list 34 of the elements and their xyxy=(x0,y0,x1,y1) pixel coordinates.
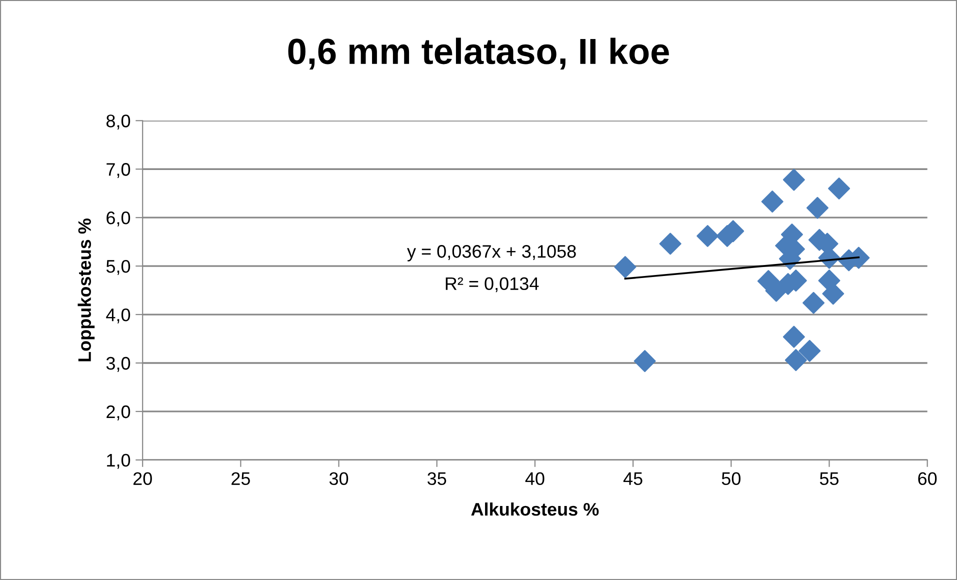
annotation: y = 0,0367x + 3,1058 xyxy=(407,245,576,262)
y-axis-title: Loppukosteus % xyxy=(78,218,95,362)
point xyxy=(659,232,682,255)
point xyxy=(696,225,719,247)
x-tick-label: 50 xyxy=(722,472,740,486)
point xyxy=(802,292,825,314)
y-tick-label: 2,0 xyxy=(106,405,130,420)
point xyxy=(782,168,805,191)
x-tick-label: 60 xyxy=(918,472,937,486)
y-tick-label: 5,0 xyxy=(106,260,130,275)
point xyxy=(784,349,807,372)
x-tick-label: 20 xyxy=(133,472,152,486)
y-tick-label: 7,0 xyxy=(106,163,130,178)
x-tick-label: 40 xyxy=(525,472,544,486)
point xyxy=(806,196,828,219)
point xyxy=(798,340,821,362)
x-tick-label: 25 xyxy=(232,472,250,486)
y-tick-label: 4,0 xyxy=(106,308,130,324)
y-tick-label: 8,0 xyxy=(106,114,130,130)
y-tick-label: 1,0 xyxy=(107,454,130,469)
x-axis-title: Alkukosteus % xyxy=(471,502,599,516)
point xyxy=(761,190,784,213)
annotation: R² = 0,0134 xyxy=(446,277,539,292)
point xyxy=(782,326,805,348)
point xyxy=(614,256,636,278)
x-tick-label: 35 xyxy=(428,472,446,486)
y-tick-label: 6,0 xyxy=(106,212,130,226)
y-tick-label: 3,0 xyxy=(106,356,130,372)
chart-title: 0,6 mm telataso, II koe xyxy=(288,38,669,70)
point xyxy=(634,350,656,372)
x-tick-label: 45 xyxy=(623,472,642,486)
x-tick-label: 30 xyxy=(329,472,348,486)
x-tick-label: 55 xyxy=(820,472,839,486)
point xyxy=(828,178,850,200)
